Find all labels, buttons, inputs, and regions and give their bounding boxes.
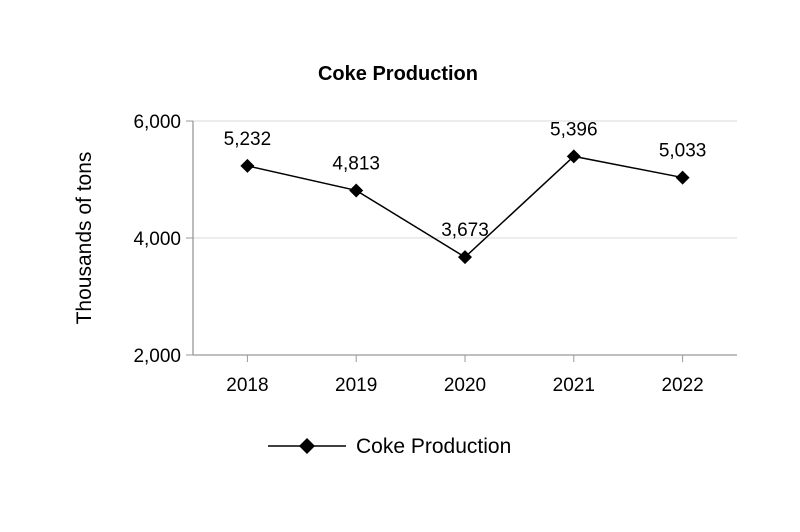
data-point-marker: [349, 183, 364, 198]
data-label: 4,813: [332, 153, 380, 174]
legend: Coke Production: [268, 435, 511, 458]
legend-diamond-marker: [299, 438, 315, 454]
data-point-marker: [566, 149, 581, 164]
series-coke-production: [240, 149, 690, 265]
x-tick-label: 2019: [335, 375, 377, 396]
y-tick-labels: 2,000 4,000 6,000: [133, 112, 181, 367]
x-tick-label: 2020: [444, 375, 486, 396]
axes: [186, 120, 737, 362]
series-line: [247, 155, 683, 259]
x-tick-label: 2021: [553, 375, 595, 396]
y-axis-label: Thousands of tons: [73, 152, 96, 325]
data-point-marker: [458, 250, 472, 265]
data-labels: 5,232 4,813 3,673 5,396 5,033: [224, 119, 707, 241]
chart-title: Coke Production: [318, 63, 478, 85]
x-tick-label: 2022: [661, 375, 703, 396]
y-tick-label: 2,000: [133, 346, 181, 367]
legend-label: Coke Production: [356, 435, 511, 458]
data-label: 5,396: [550, 119, 598, 140]
data-label: 5,033: [659, 141, 707, 162]
y-tick-label: 4,000: [133, 229, 181, 250]
gridlines: [193, 120, 737, 239]
data-label: 3,673: [441, 220, 489, 241]
y-tick-label: 6,000: [133, 112, 181, 133]
data-label: 5,232: [224, 129, 272, 150]
data-point-marker: [240, 158, 255, 173]
x-tick-label: 2018: [226, 375, 268, 396]
data-point-marker: [675, 170, 690, 185]
x-tick-labels: 2018 2019 2020 2021 2022: [226, 375, 703, 396]
